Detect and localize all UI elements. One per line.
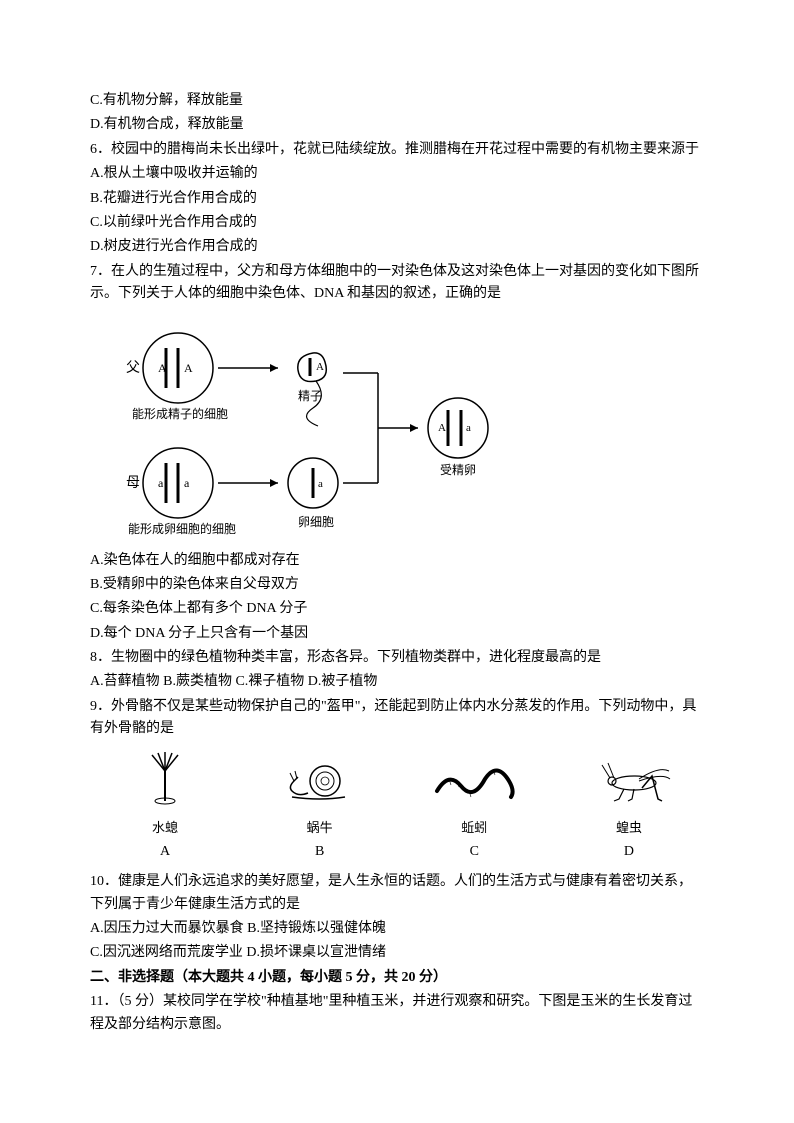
q5-opt-d: D.有机物合成，释放能量 — [90, 114, 704, 136]
father-cell-label: 能形成精子的细胞 — [132, 406, 228, 421]
q7-stem: 7．在人的生殖过程中，父方和母方体细胞中的一对染色体及这对染色体上一对基因的变化… — [90, 261, 704, 306]
mother-cell-label: 能形成卵细胞的细胞 — [128, 521, 236, 536]
q7-opt-b: B.受精卵中的染色体来自父母双方 — [90, 574, 704, 596]
hydra-icon — [130, 751, 200, 806]
q6-opt-c: C.以前绿叶光合作用合成的 — [90, 212, 704, 234]
gene-A: A — [438, 422, 446, 434]
earthworm-icon — [429, 751, 519, 806]
q7-opt-a: A.染色体在人的细胞中都成对存在 — [90, 550, 704, 572]
gene-A: A — [184, 361, 193, 375]
section-2-header: 二、非选择题（本大题共 4 小题，每小题 5 分，共 20 分） — [90, 967, 704, 989]
reproduction-diagram: A A 父 能形成精子的细胞 A 精子 a a 母 能形成卵细胞的细胞 a 卵细… — [118, 318, 538, 538]
q9-animals: 水螅 A 蜗牛 B 蚯蚓 C — [90, 751, 704, 864]
q10-opts-cd: C.因沉迷网络而荒废学业 D.损坏课桌以宣泄情绪 — [90, 942, 704, 964]
animal-letter: D — [574, 841, 684, 863]
q6-opt-a: A.根从土壤中吸收并运输的 — [90, 163, 704, 185]
q5-opt-c: C.有机物分解，释放能量 — [90, 90, 704, 112]
mother-label: 母 — [126, 476, 140, 491]
q8-opts: A.苔藓植物 B.蕨类植物 C.裸子植物 D.被子植物 — [90, 671, 704, 693]
animal-earthworm: 蚯蚓 C — [419, 751, 529, 864]
animal-locust: 蝗虫 D — [574, 751, 684, 864]
animal-letter: A — [110, 841, 220, 863]
egg-label: 卵细胞 — [298, 515, 334, 529]
q10-stem: 10．健康是人们永远追求的美好愿望，是人生永恒的话题。人们的生活方式与健康有着密… — [90, 871, 704, 916]
gene-A: A — [158, 361, 167, 375]
animal-hydra: 水螅 A — [110, 751, 220, 864]
animal-name: 水螅 — [110, 818, 220, 839]
animal-name: 蜗牛 — [265, 818, 375, 839]
q6-opt-b: B.花瓣进行光合作用合成的 — [90, 188, 704, 210]
gene-a: a — [184, 476, 190, 490]
animal-name: 蝗虫 — [574, 818, 684, 839]
zygote-label: 受精卵 — [440, 463, 476, 477]
q8-stem: 8．生物圈中的绿色植物种类丰富，形态各异。下列植物类群中，进化程度最高的是 — [90, 647, 704, 669]
q11-stem: 11．（5 分）某校同学在学校"种植基地"里种植玉米，并进行观察和研究。下图是玉… — [90, 991, 704, 1036]
q9-stem: 9．外骨骼不仅是某些动物保护自己的"盔甲"，还能起到防止体内水分蒸发的作用。下列… — [90, 696, 704, 741]
gene-A: A — [316, 361, 324, 373]
animal-name: 蚯蚓 — [419, 818, 529, 839]
animal-letter: B — [265, 841, 375, 863]
sperm-label: 精子 — [298, 389, 322, 403]
q6-opt-d: D.树皮进行光合作用合成的 — [90, 236, 704, 258]
gene-a: a — [318, 478, 323, 490]
gene-a: a — [466, 422, 471, 434]
animal-snail: 蜗牛 B — [265, 751, 375, 864]
q7-opt-c: C.每条染色体上都有多个 DNA 分子 — [90, 598, 704, 620]
animal-letter: C — [419, 841, 529, 863]
father-label: 父 — [126, 361, 140, 376]
q10-opts-ab: A.因压力过大而暴饮暴食 B.坚持锻炼以强健体魄 — [90, 918, 704, 940]
q6-stem: 6．校园中的腊梅尚未长出绿叶，花就已陆续绽放。推测腊梅在开花过程中需要的有机物主… — [90, 139, 704, 161]
locust-icon — [584, 751, 674, 806]
q7-diagram: A A 父 能形成精子的细胞 A 精子 a a 母 能形成卵细胞的细胞 a 卵细… — [118, 318, 538, 538]
gene-a: a — [158, 476, 164, 490]
snail-icon — [280, 751, 360, 806]
q7-opt-d: D.每个 DNA 分子上只含有一个基因 — [90, 623, 704, 645]
